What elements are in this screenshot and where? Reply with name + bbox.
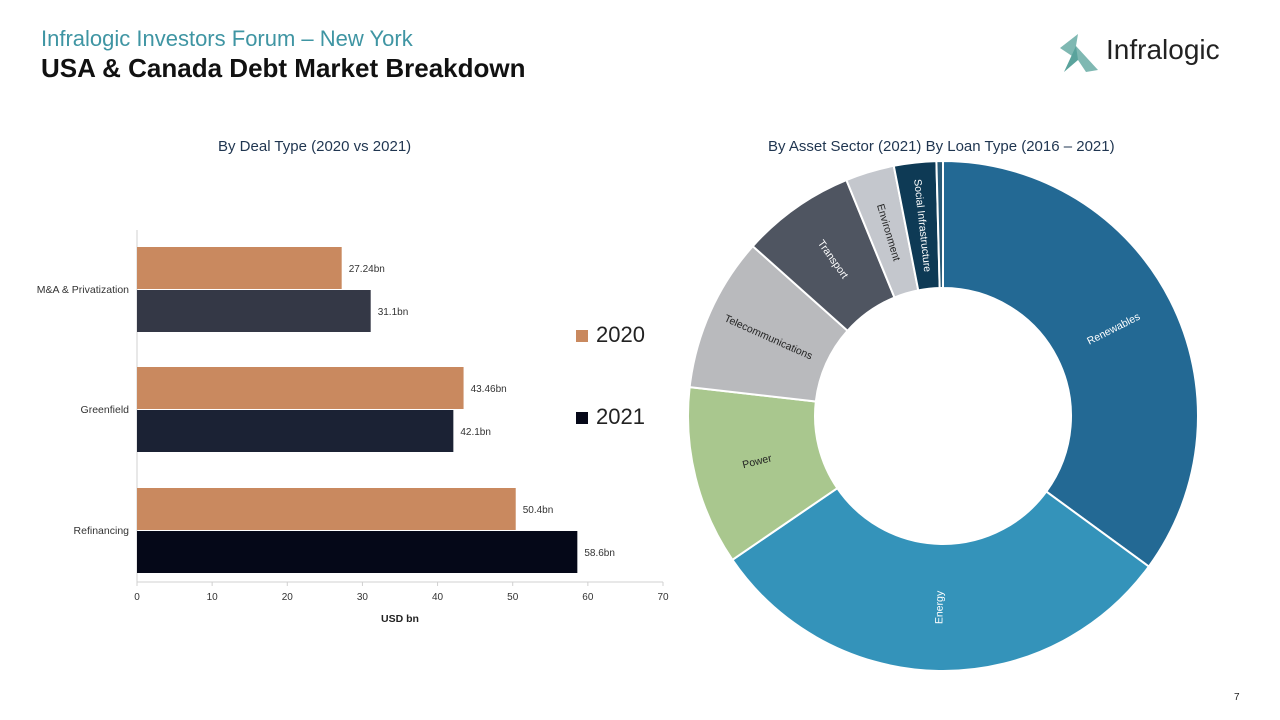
- bar-chart: 27.24bn 31.1bn M&A & Privatization 43.46bn 4…: [37, 230, 669, 625]
- category-label: Greenfield: [81, 404, 130, 416]
- slice-renewables: [942, 159, 1199, 568]
- x-tick-label: 70: [657, 592, 669, 603]
- x-tick-label: 30: [357, 592, 369, 603]
- bar-2020: [137, 488, 516, 530]
- legend-item-2020: 2020: [576, 322, 645, 348]
- logo-text: Infralogic: [1106, 34, 1220, 65]
- x-tick-label: 40: [432, 592, 444, 603]
- header-subtitle: Infralogic Investors Forum – New York: [41, 26, 413, 51]
- slice-energy: [731, 486, 1151, 672]
- category-label: M&A & Privatization: [37, 284, 129, 296]
- data-label-2021: 58.6bn: [584, 548, 615, 559]
- x-tick-label: 0: [134, 592, 140, 603]
- logo-mark-icon: [1060, 34, 1098, 72]
- page-title: USA & Canada Debt Market Breakdown: [41, 53, 526, 83]
- x-tick-label: 50: [507, 592, 519, 603]
- data-label-2020: 27.24bn: [349, 264, 385, 275]
- legend-swatch-2021: [576, 412, 588, 425]
- x-tick-label: 10: [207, 592, 219, 603]
- legend-label-2021: 2021: [596, 404, 645, 429]
- bar-2021: [137, 290, 371, 332]
- slice-other: [935, 159, 944, 290]
- category-label: Refinancing: [74, 525, 130, 537]
- legend-swatch-2020: [576, 330, 588, 343]
- data-label-2020: 43.46bn: [471, 384, 507, 395]
- bar-2020: [137, 247, 342, 289]
- x-tick-label: 60: [582, 592, 594, 603]
- x-axis-title: USD bn: [381, 613, 419, 625]
- x-tick-label: 20: [282, 592, 294, 603]
- bar-2021: [137, 531, 578, 573]
- legend-item-2021: 2021: [576, 404, 645, 430]
- data-label-2020: 50.4bn: [523, 505, 554, 516]
- page-number: 7: [1234, 692, 1240, 703]
- data-label-2021: 31.1bn: [378, 307, 409, 318]
- slice-label: Energy: [933, 590, 946, 624]
- legend-label-2020: 2020: [596, 322, 645, 347]
- bar-chart-title: By Deal Type (2020 vs 2021): [218, 138, 412, 155]
- brand-logo: Infralogic: [1056, 30, 1236, 76]
- donut-chart-title: By Asset Sector (2021) By Loan Type (201…: [768, 138, 1115, 155]
- bar-2021: [137, 410, 454, 452]
- data-label-2021: 42.1bn: [460, 427, 491, 438]
- bar-2020: [137, 367, 464, 409]
- donut-chart: RenewablesEnergyPowerTelecommunicationsT…: [687, 159, 1199, 672]
